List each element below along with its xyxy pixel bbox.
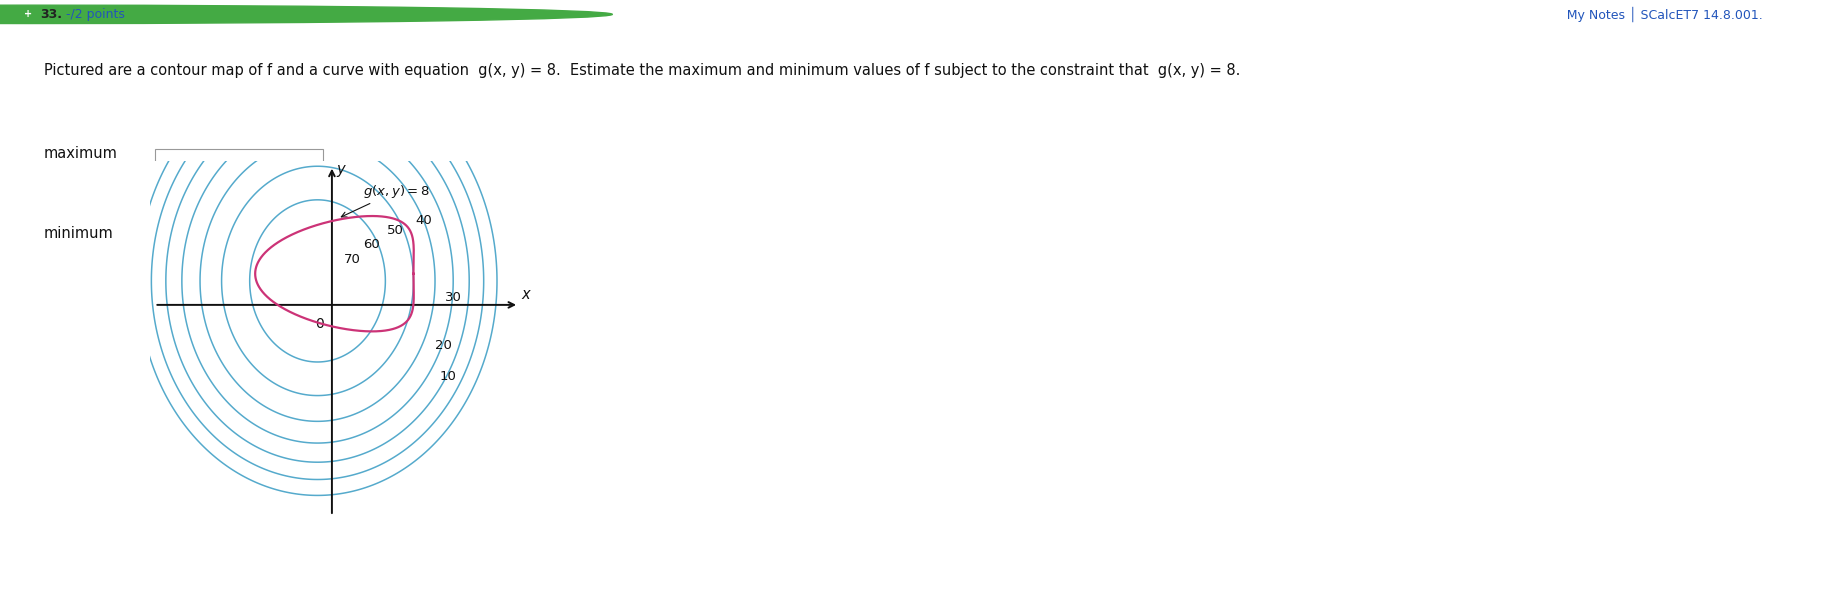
FancyBboxPatch shape: [155, 149, 323, 178]
Text: 30: 30: [445, 291, 462, 304]
Text: 40: 40: [416, 215, 433, 227]
Text: 20: 20: [434, 339, 453, 352]
Text: maximum: maximum: [44, 147, 117, 161]
Text: 10: 10: [440, 370, 456, 383]
Text: $y$: $y$: [336, 163, 347, 179]
Text: $g(x, y) = 8$: $g(x, y) = 8$: [341, 182, 431, 217]
Text: Pictured are a contour map of f and a curve with equation  g(x, y) = 8.  Estimat: Pictured are a contour map of f and a cu…: [44, 63, 1241, 78]
Text: -/2 points: -/2 points: [66, 8, 124, 21]
Text: 33.: 33.: [40, 8, 62, 21]
Text: minimum: minimum: [44, 226, 113, 241]
Text: 70: 70: [343, 253, 361, 266]
Circle shape: [0, 5, 611, 23]
Text: My Notes │ SCalcET7 14.8.001.: My Notes │ SCalcET7 14.8.001.: [1548, 7, 1763, 22]
Text: +: +: [24, 10, 33, 19]
Text: 50: 50: [387, 224, 403, 237]
Text: $0$: $0$: [316, 317, 325, 331]
FancyBboxPatch shape: [155, 228, 323, 258]
Text: $x$: $x$: [522, 288, 533, 303]
Text: 60: 60: [363, 239, 380, 251]
